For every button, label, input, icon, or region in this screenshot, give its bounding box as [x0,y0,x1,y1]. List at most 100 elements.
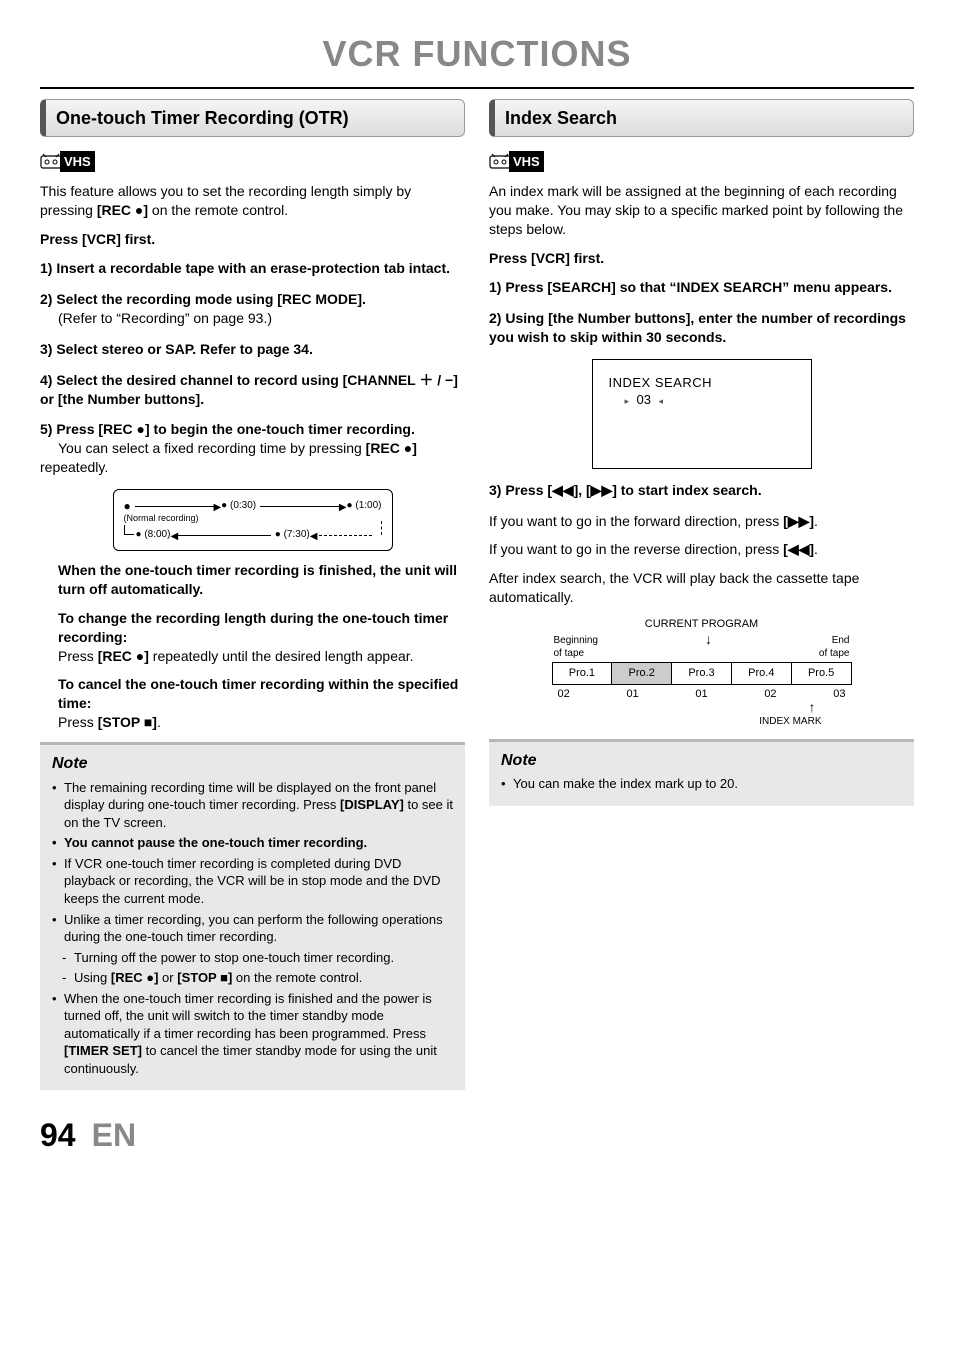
right-column: Index Search VHS An index mark will be a… [489,99,914,1091]
tape-row: Pro.1 Pro.2 Pro.3 Pro.4 Pro.5 [552,662,852,685]
index-intro: An index mark will be assigned at the be… [489,182,914,239]
arrow-up-icon: ↑ [809,699,816,715]
step-4: 4) Select the desired channel to record … [40,371,465,409]
cancel-block: To cancel the one-touch timer recording … [58,675,465,732]
current-program-label: CURRENT PROGRAM [552,617,852,632]
vhs-badge: VHS [40,151,95,173]
text: repeatedly until the desired length appe… [149,648,414,664]
step-sub: (Refer to “Recording” on page 93.) [58,310,272,326]
note-item: When the one-touch timer recording is fi… [52,990,453,1078]
arrow-left-icon: ◀ [310,530,318,544]
subheading: To change the recording length during th… [58,610,448,645]
page-language: EN [92,1114,136,1157]
tape-cell: Pro.5 [792,663,851,684]
rec-button-ref: [REC ●] [97,202,148,218]
step-text: 2) Select the recording mode using [REC … [40,291,366,307]
tape-ends: Beginning of tape ↓ End of tape [552,634,852,661]
after-search-text: After index search, the VCR will play ba… [489,569,914,607]
step-2: 2) Using [the Number buttons], enter the… [489,309,914,347]
text: repeatedly. [40,459,108,475]
subheading: To cancel the one-touch timer recording … [58,676,458,711]
text: Press [58,648,98,664]
stop-button-ref: [STOP ■] [177,970,232,985]
note-box-left: Note The remaining recording time will b… [40,742,465,1090]
text: Press [58,714,98,730]
end-label: End of tape [819,634,850,661]
index-mark-arrow: ↑ [552,702,852,714]
page-footer: 94 EN [40,1114,914,1157]
tape-cell: Pro.4 [732,663,792,684]
step-text: 3) Press [◀◀], [▶▶] to start index searc… [489,482,762,498]
text: You can select a fixed recording time by… [58,440,366,456]
time-100: ● (1:00) [347,499,382,513]
change-length-block: To change the recording length during th… [58,609,465,666]
left-column: One-touch Timer Recording (OTR) VHS This… [40,99,465,1091]
tape-cell: Pro.2 [612,663,672,684]
time-030: ● (0:30) [221,499,256,513]
rec-button-ref: [REC ●] [366,440,417,456]
note-item: If VCR one-touch timer recording is comp… [52,855,453,908]
idx-num: 01 [695,687,707,702]
screen-title: INDEX SEARCH [609,374,795,392]
display-button-ref: [DISPLAY] [340,797,404,812]
note-box-right: Note You can make the index mark up to 2… [489,739,914,806]
arrow-down-icon: ↓ [705,634,712,661]
otr-intro: This feature allows you to set the recor… [40,182,465,220]
idx-num: 02 [558,687,570,702]
corner-line [124,525,134,535]
idx-num: 03 [833,687,845,702]
step-text: 3) Select stereo or SAP. Refer to page 3… [40,341,313,357]
cassette-icon [40,153,62,171]
finish-note: When the one-touch timer recording is fi… [58,561,465,599]
time-800: ● (8:00) [136,528,171,542]
page-number: 94 [40,1114,76,1157]
step-sub: You can select a fixed recording time by… [40,440,417,475]
step-3: 3) Select stereo or SAP. Refer to page 3… [40,340,465,359]
vhs-label: VHS [509,151,544,173]
note-subitem: Turning off the power to stop one-touch … [52,949,453,967]
step-text: 1) Insert a recordable tape with an eras… [40,260,450,276]
note-item: You can make the index mark up to 20. [501,775,902,793]
step-5: 5) Press [REC ●] to begin the one-touch … [40,420,465,477]
divider [40,87,914,89]
arrow-right-icon: ▶ [339,501,347,515]
step-text: 4) Select the desired channel to record … [40,372,458,407]
tape-diagram: CURRENT PROGRAM Beginning of tape ↓ End … [552,617,852,729]
arrow-right-icon: ▶ [213,501,221,515]
reverse-text: If you want to go in the reverse directi… [489,540,914,559]
forward-text: If you want to go in the forward directi… [489,512,914,531]
index-search-header: Index Search [489,99,914,137]
step-2: 2) Select the recording mode using [REC … [40,290,465,328]
note-title: Note [501,750,902,772]
note-item: You cannot pause the one-touch timer rec… [52,834,453,852]
text: . [814,541,818,557]
note-list: The remaining recording time will be dis… [52,779,453,1078]
idx-num: 01 [626,687,638,702]
otr-header: One-touch Timer Recording (OTR) [40,99,465,137]
text: If you want to go in the forward directi… [489,513,783,529]
idx-num: 02 [764,687,776,702]
page-title: VCR FUNCTIONS [40,30,914,79]
vhs-badge: VHS [489,151,544,173]
stop-button-ref: [STOP ■] [98,714,157,730]
text: If you want to go in the reverse directi… [489,541,783,557]
text: Using [74,970,111,985]
index-mark-label: INDEX MARK [552,715,852,729]
timing-diagram: ● ▶ ● (0:30) ▶ ● (1:00) (Normal recordin… [113,489,393,551]
step-text: 2) Using [the Number buttons], enter the… [489,310,906,345]
dash-line [376,521,382,535]
step-1: 1) Press [SEARCH] so that “INDEX SEARCH”… [489,278,914,297]
ff-button-ref: [▶▶] [783,513,814,529]
screen-value: 03 [637,391,651,409]
text: When the one-touch timer recording is fi… [64,991,432,1041]
note-title: Note [52,753,453,775]
timerset-button-ref: [TIMER SET] [64,1043,142,1058]
note-list: You can make the index mark up to 20. [501,775,902,793]
text: or [158,970,177,985]
time-730: ● (7:30) [275,528,310,542]
text: . [814,513,818,529]
arrow-left-icon: ◀ [170,530,178,544]
content-columns: One-touch Timer Recording (OTR) VHS This… [40,99,914,1091]
vhs-label: VHS [60,151,95,173]
note-item: Unlike a timer recording, you can perfor… [52,911,453,946]
